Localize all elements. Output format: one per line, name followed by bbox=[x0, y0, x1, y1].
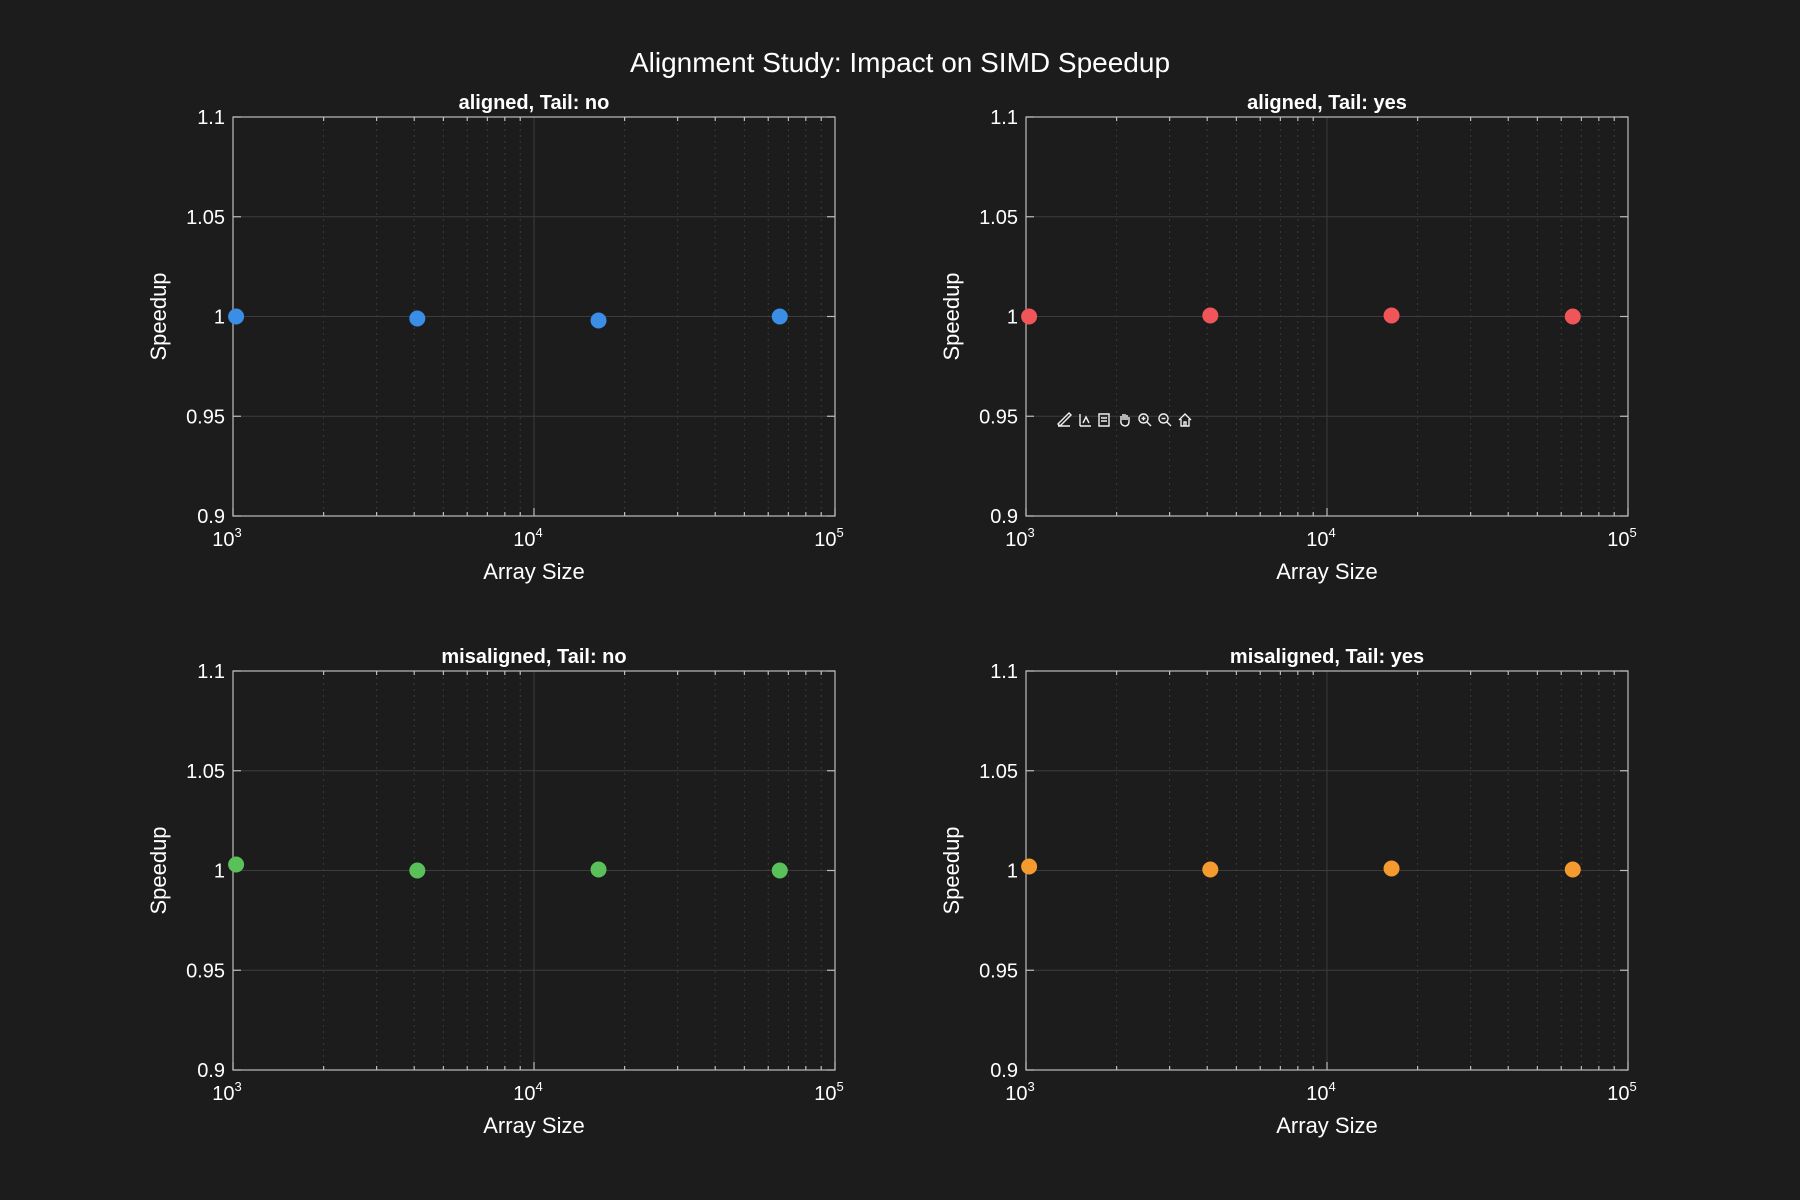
x-tick-label: 105 bbox=[814, 525, 843, 551]
y-axis-label: Speedup bbox=[939, 826, 964, 914]
y-axis-label: Speedup bbox=[146, 272, 171, 360]
y-tick-label: 0.9 bbox=[990, 1060, 1018, 1082]
y-tick-label: 0.95 bbox=[186, 960, 225, 982]
data-point bbox=[1564, 308, 1581, 325]
subplot-title: aligned, Tail: no bbox=[459, 92, 610, 114]
y-tick-label: 0.95 bbox=[979, 406, 1018, 428]
x-tick-label: 105 bbox=[1607, 1079, 1636, 1105]
y-tick-label: 1 bbox=[214, 307, 225, 329]
data-point bbox=[590, 312, 607, 329]
data-tip-icon[interactable] bbox=[1079, 414, 1091, 427]
axes-layer: 103 104 105 0.9 0.95 1 1.05 1.1 aligned, Tail: n… bbox=[146, 92, 1637, 1138]
pan-icon[interactable] bbox=[1120, 414, 1130, 427]
x-tick-label: 103 bbox=[1005, 1079, 1034, 1105]
data-point bbox=[1021, 308, 1038, 325]
data-point bbox=[228, 308, 245, 325]
y-tick-label: 0.9 bbox=[990, 506, 1018, 528]
y-tick-label: 1.05 bbox=[186, 207, 225, 229]
x-tick-label: 103 bbox=[212, 525, 241, 551]
home-icon[interactable] bbox=[1178, 413, 1192, 427]
y-tick-label: 1.05 bbox=[979, 207, 1018, 229]
y-tick-label: 1 bbox=[214, 861, 225, 883]
y-tick-label: 1.1 bbox=[197, 661, 225, 683]
x-axis-label: Array Size bbox=[1276, 1113, 1377, 1138]
x-tick-label: 104 bbox=[1306, 1079, 1335, 1105]
brush-icon[interactable] bbox=[1057, 412, 1072, 427]
x-axis-label: Array Size bbox=[483, 1113, 584, 1138]
y-axis-label: Speedup bbox=[146, 826, 171, 914]
zoom-in-icon[interactable] bbox=[1138, 413, 1152, 427]
y-tick-label: 1.1 bbox=[990, 661, 1018, 683]
zoom-out-icon[interactable] bbox=[1158, 413, 1172, 427]
y-axis-label: Speedup bbox=[939, 272, 964, 360]
export-icon[interactable] bbox=[1098, 413, 1110, 427]
subplot-4: 103 104 105 0.9 0.95 1 1.05 1.1 misaligned, Tail… bbox=[939, 646, 1637, 1138]
x-tick-label: 105 bbox=[814, 1079, 843, 1105]
x-axis-label: Array Size bbox=[1276, 559, 1377, 584]
x-tick-label: 104 bbox=[513, 525, 542, 551]
data-point bbox=[1202, 307, 1219, 324]
subplot-title: aligned, Tail: yes bbox=[1247, 92, 1407, 114]
figure-title: Alignment Study: Impact on SIMD Speedup bbox=[630, 47, 1170, 78]
y-tick-label: 1 bbox=[1007, 307, 1018, 329]
data-point bbox=[1202, 861, 1219, 878]
data-point bbox=[1383, 860, 1400, 877]
y-tick-label: 0.9 bbox=[197, 506, 225, 528]
y-tick-label: 1 bbox=[1007, 861, 1018, 883]
data-point bbox=[590, 861, 607, 878]
y-tick-label: 1.05 bbox=[186, 761, 225, 783]
data-point bbox=[409, 862, 426, 879]
x-tick-label: 104 bbox=[513, 1079, 542, 1105]
subplot-1: 103 104 105 0.9 0.95 1 1.05 1.1 aligned, Tail: n… bbox=[146, 92, 844, 584]
y-tick-label: 0.95 bbox=[186, 406, 225, 428]
x-axis-label: Array Size bbox=[483, 559, 584, 584]
data-point bbox=[1383, 307, 1400, 324]
subplot-3: 103 104 105 0.9 0.95 1 1.05 1.1 misaligned, Tail… bbox=[146, 646, 844, 1138]
data-point bbox=[771, 308, 788, 325]
axes-toolbar bbox=[1057, 412, 1192, 427]
y-tick-label: 1.1 bbox=[990, 107, 1018, 129]
data-point bbox=[771, 862, 788, 879]
x-tick-label: 104 bbox=[1306, 525, 1335, 551]
x-tick-label: 103 bbox=[212, 1079, 241, 1105]
y-tick-label: 0.9 bbox=[197, 1060, 225, 1082]
data-point bbox=[409, 310, 426, 327]
subplot-title: misaligned, Tail: no bbox=[441, 646, 626, 668]
x-tick-label: 103 bbox=[1005, 525, 1034, 551]
y-tick-label: 1.1 bbox=[197, 107, 225, 129]
y-tick-label: 1.05 bbox=[979, 761, 1018, 783]
subplot-title: misaligned, Tail: yes bbox=[1230, 646, 1424, 668]
data-point bbox=[228, 856, 245, 873]
x-tick-label: 105 bbox=[1607, 525, 1636, 551]
data-point bbox=[1564, 861, 1581, 878]
subplot-2: 103 104 105 0.9 0.95 1 1.05 1.1 aligned, Tail: y… bbox=[939, 92, 1637, 584]
y-tick-label: 0.95 bbox=[979, 960, 1018, 982]
data-point bbox=[1021, 858, 1038, 875]
